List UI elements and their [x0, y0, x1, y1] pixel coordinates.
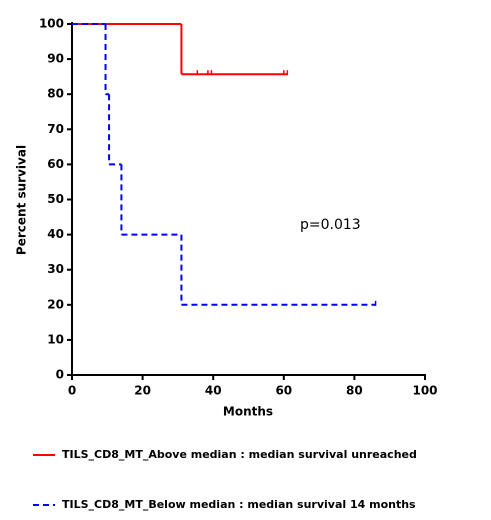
x-axis-label: Months: [223, 405, 273, 419]
y-tick-label: 20: [47, 297, 64, 311]
y-tick-label: 40: [47, 227, 64, 241]
annotation: p=0.013: [300, 217, 361, 233]
y-tick-label: 80: [47, 87, 64, 101]
x-tick-label: 40: [205, 384, 222, 398]
y-tick-label: 70: [47, 122, 64, 136]
x-tick-label: 20: [134, 384, 151, 398]
x-tick-label: 0: [68, 384, 76, 398]
y-axis-label: Percent survival: [15, 145, 29, 255]
y-tick-label: 0: [56, 368, 64, 382]
y-tick-label: 90: [47, 52, 64, 66]
y-tick-label: 60: [47, 157, 64, 171]
x-tick-label: 60: [275, 384, 292, 398]
legend-label: TILS_CD8_MT_Above median : median surviv…: [62, 448, 417, 461]
y-tick-label: 100: [39, 17, 64, 31]
legend-label: TILS_CD8_MT_Below median : median surviv…: [62, 498, 416, 511]
y-tick-label: 50: [47, 192, 64, 206]
y-tick-label: 30: [47, 262, 64, 276]
y-tick-label: 10: [47, 332, 64, 346]
x-tick-label: 80: [346, 384, 363, 398]
x-tick-label: 100: [412, 384, 437, 398]
